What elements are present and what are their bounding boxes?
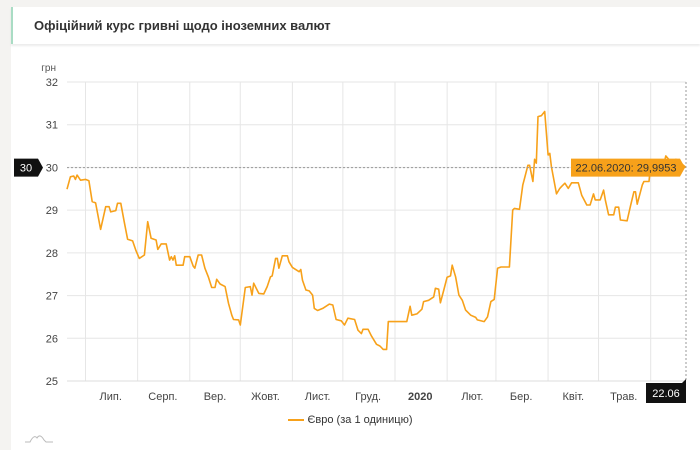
series-line bbox=[66, 110, 687, 351]
legend-line-icon bbox=[287, 419, 304, 422]
tooltip-box bbox=[571, 158, 685, 177]
y-tick-label: 25 bbox=[46, 376, 58, 388]
y-axis-labels: 25 26 27 28 29 30 31 32 bbox=[46, 77, 58, 388]
grid bbox=[67, 81, 686, 382]
x-tick-label: Бер. bbox=[510, 391, 533, 403]
y-axis-title: грн bbox=[41, 63, 56, 74]
legend[interactable]: Євро (за 1 одиницю) bbox=[0, 414, 700, 426]
x-tick-label: Лист. bbox=[305, 391, 331, 403]
x-tick-label: Лют. bbox=[461, 391, 483, 403]
y-tick-label: 29 bbox=[46, 205, 58, 217]
legend-item-euro[interactable]: Євро (за 1 одиницю) bbox=[307, 414, 413, 426]
tooltip-text: 22.06.2020: 29,9953 bbox=[576, 163, 677, 175]
crosshair: 30 22.06 22.06.2020: 29,9953 bbox=[14, 82, 687, 403]
x-tick-label: 2020 bbox=[408, 391, 432, 403]
x-axis-labels: Лип. Серп. Вер. Жовт. Лист. Груд. 2020 Лют. Бер.… bbox=[100, 391, 638, 403]
crosshair-y-label-box bbox=[14, 158, 43, 177]
page-title: Офіційний курс гривні щодо іноземних вал… bbox=[34, 18, 331, 33]
x-tick-label: Вер. bbox=[204, 391, 227, 403]
x-tick-label: Квіт. bbox=[563, 391, 585, 403]
y-tick-label: 26 bbox=[46, 333, 58, 345]
y-tick-label: 32 bbox=[46, 77, 58, 89]
y-tick-label: 31 bbox=[46, 120, 58, 132]
x-tick-label: Серп. bbox=[148, 391, 177, 403]
x-tick-label: Жовт. bbox=[251, 391, 280, 403]
crosshair-x-label: 22.06 bbox=[652, 388, 680, 400]
x-tick-label: Трав. bbox=[610, 391, 637, 403]
x-tick-label: Груд. bbox=[355, 391, 381, 403]
crosshair-x-label-box bbox=[646, 379, 686, 403]
x-tick-label: Лип. bbox=[100, 391, 122, 403]
y-tick-label: 27 bbox=[46, 291, 58, 303]
chart-logo-icon bbox=[25, 435, 53, 443]
series-euro[interactable] bbox=[66, 110, 687, 351]
y-tick-label: 30 bbox=[46, 162, 58, 174]
title-bar: Офіційний курс гривні щодо іноземних вал… bbox=[11, 7, 700, 44]
crosshair-y-label: 30 bbox=[20, 163, 32, 175]
y-tick-label: 28 bbox=[46, 248, 58, 260]
